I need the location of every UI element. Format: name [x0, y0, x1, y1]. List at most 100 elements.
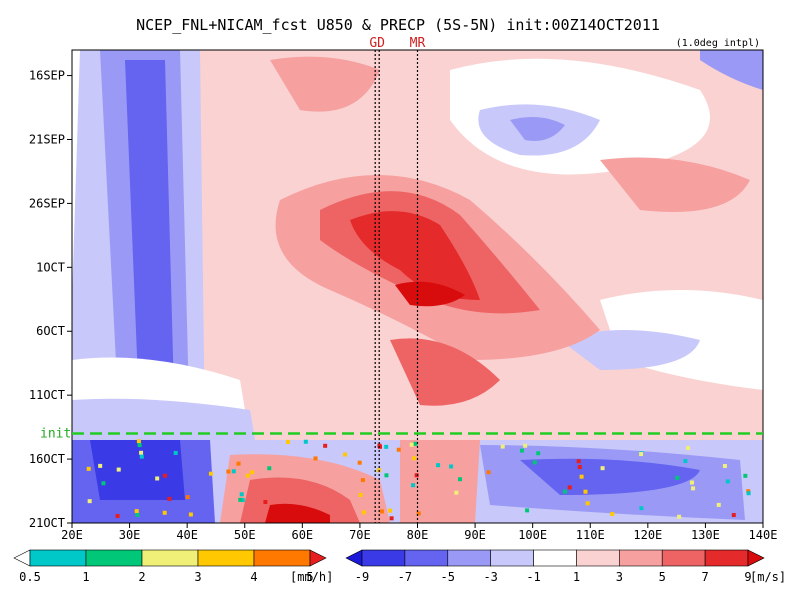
precip-cell [208, 471, 213, 476]
colorbar-label: 0.5 [19, 570, 41, 584]
precip-cell [136, 439, 141, 444]
colorbar-label: -9 [355, 570, 369, 584]
precip-cell [384, 473, 389, 478]
precip-cell [238, 497, 243, 502]
precip-cell [101, 481, 106, 486]
precip-cell [600, 466, 605, 471]
u850-unit: [m/s] [750, 570, 786, 584]
precip-cell [115, 514, 120, 519]
chart-subtitle: (1.0deg intpl) [676, 38, 760, 49]
precip-cell [413, 441, 418, 446]
precip-cell [379, 509, 384, 514]
x-tick-label: 90E [464, 528, 486, 542]
precip-cell [360, 478, 365, 483]
precip-cell [116, 467, 121, 472]
precip-cell [343, 452, 348, 457]
precip-cell [639, 506, 644, 511]
colorbar-label: -1 [526, 570, 540, 584]
precip-cell [525, 508, 530, 513]
precip-cell [263, 499, 268, 504]
colorbar-end-low [13, 549, 31, 567]
precip-cell [500, 444, 505, 449]
colorbar-swatch [533, 549, 577, 567]
precip-cell [389, 516, 394, 521]
precip-cell [454, 490, 459, 495]
y-tick-label: 21SEP [29, 132, 65, 146]
x-tick-label: 70E [349, 528, 371, 542]
colorbar-swatch [197, 549, 255, 567]
colorbar-label: 7 [701, 570, 708, 584]
x-tick-label: 20E [61, 528, 83, 542]
precip-cell [135, 512, 140, 517]
precip-cell [639, 452, 644, 457]
precip-cell [716, 502, 721, 507]
colorbar-swatch [141, 549, 199, 567]
precip-cell [87, 499, 92, 504]
precip-cell [231, 469, 236, 474]
x-tick-label: 30E [119, 528, 141, 542]
precip-cell [396, 447, 401, 452]
y-tick-label: 6OCT [36, 324, 65, 338]
chart-title: NCEP_FNL+NICAM_fcst U850 & PRECP (5S-5N)… [136, 16, 660, 34]
precip-cell [409, 442, 414, 447]
precip-cell [245, 473, 250, 478]
precip-cell [167, 496, 172, 501]
precip-cell [536, 451, 541, 456]
precip-cell [358, 493, 363, 498]
colorbar-end-low [345, 549, 363, 567]
precip-cell [139, 454, 144, 459]
precip-cell [449, 464, 454, 469]
precip-cell [486, 470, 491, 475]
precip-cell [458, 477, 463, 482]
x-tick-label: 120E [633, 528, 662, 542]
precip-cell [240, 498, 245, 503]
colorbar-label: -7 [398, 570, 412, 584]
precipitation-markers [86, 439, 751, 521]
y-tick-label: 1OCT [36, 260, 65, 274]
precip-cell [691, 486, 696, 491]
init-label: init [40, 427, 71, 442]
site-label-gd: GD [369, 36, 385, 51]
u850-colorbar: -9 -7 -5 -3 -1 1 3 5 7 9 [345, 549, 765, 584]
precip-cell [267, 466, 272, 471]
colorbar-label: 2 [138, 570, 145, 584]
colorbar-end-high [309, 549, 327, 567]
precip-cell [411, 483, 416, 488]
precip-cell [286, 439, 291, 444]
x-tick-label: 50E [234, 528, 256, 542]
precip-cell [746, 491, 751, 496]
x-tick-label: 80E [407, 528, 429, 542]
colorbar-swatch [253, 549, 311, 567]
precip-cell [162, 510, 167, 515]
x-tick-label: 110E [576, 528, 605, 542]
x-tick-label: 60E [291, 528, 313, 542]
u850-field [72, 50, 763, 523]
precip-cell [683, 459, 688, 464]
precip-cell [675, 475, 680, 480]
precip-cell [414, 473, 419, 478]
x-tick-label: 130E [691, 528, 720, 542]
y-axis: 16SEP 21SEP 26SEP 1OCT 6OCT 11OCT 16OCT 21OCT [29, 69, 72, 530]
precip-cell [188, 512, 193, 517]
precip-cell [239, 492, 244, 497]
colorbar-swatch [29, 549, 87, 567]
colorbar-label: 3 [616, 570, 623, 584]
precip-cell [250, 470, 255, 475]
precip-cell [563, 489, 568, 494]
precip-cell [689, 480, 694, 485]
precip-cell [610, 512, 615, 517]
colorbar-swatch [490, 549, 534, 567]
colorbar-swatch [661, 549, 706, 567]
colorbar-swatch [404, 549, 449, 567]
precip-cell [585, 501, 590, 506]
precip-cell [313, 456, 318, 461]
precip-cell [686, 446, 691, 451]
precip-cell [303, 439, 308, 444]
precip-cell [722, 463, 727, 468]
precip-cell [576, 459, 581, 464]
precip-cell [236, 461, 241, 466]
site-label-mr: MR [410, 36, 426, 51]
y-tick-label: 26SEP [29, 196, 65, 210]
precip-cell [173, 450, 178, 455]
precip-cell [139, 450, 144, 455]
